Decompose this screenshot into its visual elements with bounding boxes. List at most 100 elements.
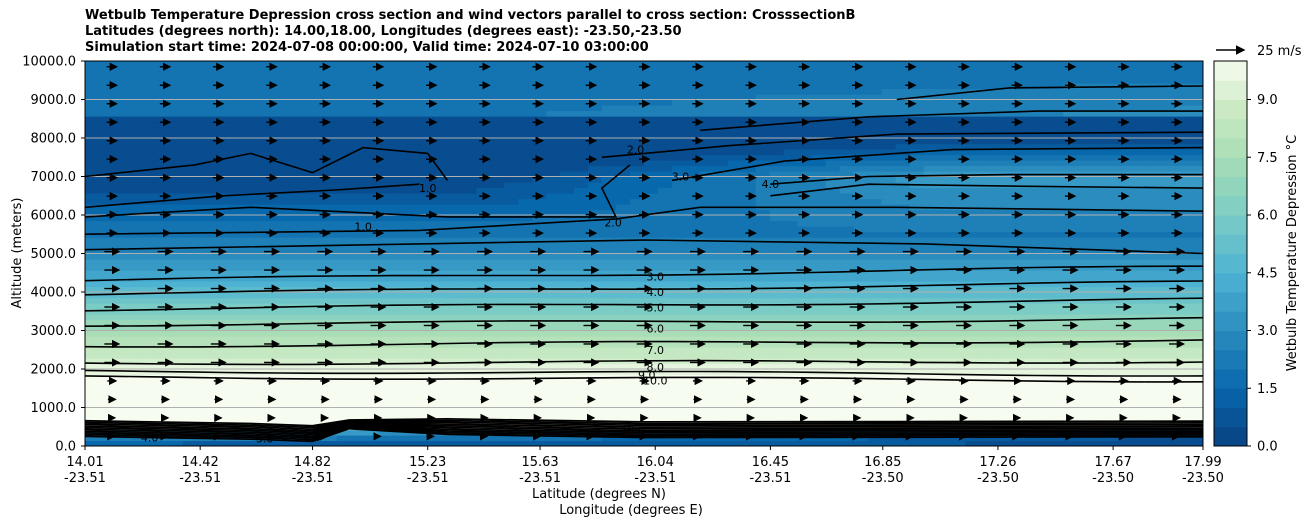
field-cell (895, 66, 911, 73)
field-cell (210, 127, 226, 134)
field-cell (560, 380, 575, 387)
field-cell (657, 99, 673, 106)
field-cell (294, 270, 310, 277)
field-cell (895, 440, 911, 446)
field-cell (154, 226, 170, 233)
field-cell (769, 352, 785, 359)
field-cell (448, 314, 463, 321)
field-cell (588, 413, 603, 420)
field-cell (657, 94, 673, 101)
field-cell (657, 88, 673, 95)
field-cell (825, 121, 841, 128)
field-cell (769, 330, 785, 337)
field-cell (630, 308, 645, 315)
field-cell (657, 319, 673, 326)
field-cell (1007, 182, 1022, 189)
field-cell (322, 253, 338, 260)
field-cell (1035, 270, 1050, 277)
field-cell (685, 72, 701, 79)
field-cell (657, 380, 673, 387)
field-cell (336, 77, 352, 84)
field-cell (238, 176, 254, 183)
field-cell (546, 66, 561, 73)
field-cell (560, 105, 575, 112)
field-cell (699, 297, 715, 304)
field-cell (476, 297, 491, 304)
field-cell (657, 352, 673, 359)
field-cell (336, 347, 352, 354)
field-cell (727, 83, 743, 90)
field-cell (951, 61, 967, 68)
field-cell (406, 105, 421, 112)
field-cell (322, 385, 338, 392)
field-cell (951, 231, 967, 238)
field-cell (448, 308, 463, 315)
field-cell (406, 176, 421, 183)
field-cell (755, 154, 771, 161)
field-cell (616, 66, 631, 73)
field-cell (937, 220, 953, 227)
field-cell (462, 94, 477, 101)
field-cell (280, 176, 296, 183)
field-cell (168, 66, 184, 73)
field-cell (490, 160, 505, 167)
field-cell (336, 105, 352, 112)
field-cell (504, 226, 519, 233)
field-cell (364, 374, 380, 381)
field-cell (280, 319, 296, 326)
field-cell (923, 435, 939, 442)
field-cell (182, 176, 198, 183)
field-cell (154, 88, 170, 95)
field-cell (965, 154, 980, 161)
field-cell (126, 303, 142, 310)
field-cell (1049, 358, 1064, 365)
field-cell (85, 314, 100, 321)
field-cell (588, 220, 603, 227)
field-cell (378, 275, 394, 282)
field-cell (574, 143, 589, 150)
field-cell (839, 237, 855, 244)
field-cell (434, 121, 449, 128)
field-cell (238, 116, 254, 123)
field-cell (993, 253, 1008, 260)
field-cell (154, 330, 170, 337)
field-cell (671, 308, 687, 315)
field-cell (867, 110, 883, 117)
field-cell (364, 154, 380, 161)
field-cell (895, 198, 911, 205)
field-cell (811, 407, 827, 414)
field-cell (825, 314, 841, 321)
field-cell (937, 435, 953, 442)
field-cell (85, 242, 100, 249)
field-cell (671, 402, 687, 409)
field-cell (741, 385, 757, 392)
field-cell (406, 347, 421, 354)
field-cell (657, 204, 673, 211)
field-cell (699, 83, 715, 90)
field-cell (881, 380, 897, 387)
field-cell (1007, 165, 1022, 172)
field-cell (713, 352, 729, 359)
field-cell (685, 347, 701, 354)
field-cell (783, 94, 799, 101)
field-cell (1035, 231, 1050, 238)
field-cell (154, 110, 170, 117)
field-cell (853, 198, 869, 205)
field-cell (741, 292, 757, 299)
field-cell (378, 429, 394, 436)
field-cell (741, 149, 757, 156)
field-cell (392, 385, 408, 392)
field-cell (280, 165, 296, 172)
field-cell (769, 292, 785, 299)
field-cell (699, 121, 715, 128)
field-cell (210, 77, 226, 84)
field-cell (182, 330, 198, 337)
field-cell (811, 94, 827, 101)
field-cell (140, 99, 156, 106)
field-cell (560, 176, 575, 183)
field-cell (294, 347, 310, 354)
field-cell (783, 105, 799, 112)
field-cell (895, 72, 911, 79)
field-cell (727, 391, 743, 398)
field-cell (769, 116, 785, 123)
